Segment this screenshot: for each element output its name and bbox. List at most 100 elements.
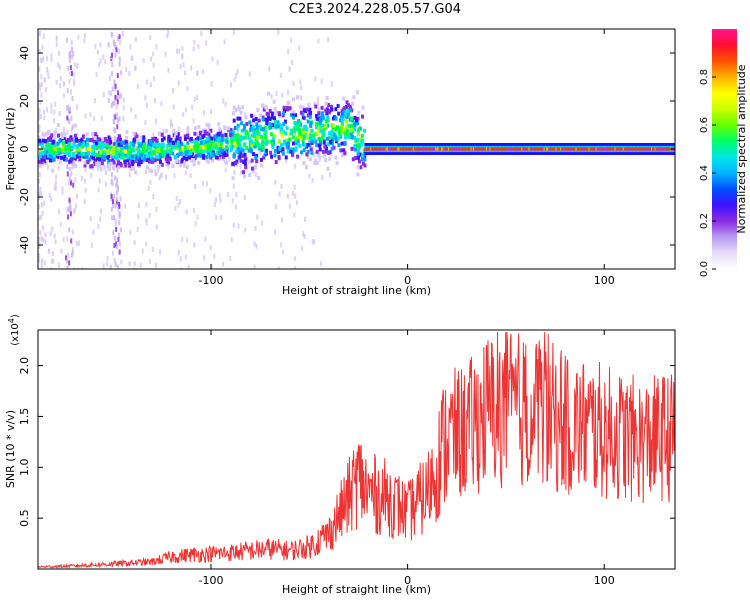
noise-cell [116, 133, 119, 139]
heat-cell [232, 105, 236, 110]
heat-cell [320, 111, 324, 116]
heat-cell [116, 137, 120, 142]
heat-cell [211, 151, 215, 156]
heat-cell [82, 141, 86, 146]
noise-cell [133, 239, 136, 245]
noise-cell [71, 250, 74, 256]
noise-cell [71, 163, 74, 169]
heat-cell [234, 143, 238, 148]
heat-cell [274, 160, 278, 165]
noise-cell [60, 248, 63, 254]
heat-cell [328, 131, 332, 136]
noise-cell [294, 163, 297, 169]
heat-cell [242, 160, 246, 165]
noise-cell [152, 62, 155, 68]
noise-cell [59, 75, 62, 81]
noise-cell [152, 75, 155, 81]
heat-cell [234, 107, 238, 112]
heat-cell [239, 138, 243, 143]
heat-cell [331, 123, 335, 128]
noise-cell [128, 70, 131, 76]
noise-cell [280, 184, 283, 190]
noise-cell [68, 57, 71, 63]
heat-cell [334, 155, 338, 160]
heat-cell [108, 144, 112, 149]
noise-cell [210, 109, 213, 115]
heat-cell [255, 129, 259, 134]
noise-cell [116, 124, 119, 130]
noise-cell [100, 208, 103, 214]
noise-cell [43, 115, 46, 121]
heat-cell [229, 146, 233, 151]
heat-cell [199, 140, 203, 145]
noise-cell [292, 190, 295, 196]
noise-cell [112, 126, 115, 132]
heat-cell [243, 142, 247, 147]
heat-cell [269, 150, 273, 155]
heat-cell [53, 131, 57, 136]
noise-cell [67, 107, 70, 113]
noise-cell [226, 191, 229, 197]
noise-cell [291, 60, 294, 66]
noise-cell [68, 227, 71, 233]
colorbar-label: Normalized spectral amplitude [735, 64, 748, 233]
heat-cell [232, 137, 236, 142]
noise-cell [230, 237, 233, 243]
colorbar-tick-label: 0.4 [699, 165, 710, 181]
heat-cell [219, 142, 223, 147]
x-axis-label: Height of straight line (km) [282, 583, 431, 596]
heat-cell [347, 124, 351, 129]
noise-cell [69, 211, 72, 217]
heat-cell [122, 164, 126, 169]
noise-cell [144, 95, 147, 101]
heat-cell [166, 153, 170, 158]
heat-cell [263, 125, 267, 130]
heat-cell [158, 159, 162, 164]
heat-cell [51, 157, 55, 162]
heat-cell [73, 157, 77, 162]
noise-cell [111, 198, 114, 204]
noise-cell [95, 71, 98, 77]
heat-cell [288, 137, 292, 142]
heat-cell [267, 91, 271, 96]
noise-cell [43, 109, 46, 115]
heat-cell [50, 148, 54, 153]
heat-cell [256, 140, 260, 145]
noise-cell [68, 106, 71, 112]
heat-cell [305, 165, 309, 170]
heat-cell [264, 135, 268, 140]
heat-cell [106, 164, 110, 169]
noise-cell [40, 236, 43, 242]
heat-cell [147, 151, 151, 156]
heat-cell [77, 144, 81, 149]
noise-cell [70, 46, 73, 52]
heat-cell [112, 162, 116, 167]
noise-cell [192, 46, 195, 52]
heat-cell [182, 156, 186, 161]
heat-cell [107, 167, 111, 172]
y-tick-label: 40 [18, 46, 31, 60]
heat-cell [300, 150, 304, 155]
noise-cell [112, 119, 115, 125]
heat-cell [56, 141, 60, 146]
heat-cell [102, 156, 106, 161]
heat-cell [123, 145, 127, 150]
heat-cell [41, 132, 45, 137]
noise-cell [46, 107, 49, 113]
noise-cell [210, 81, 213, 87]
noise-cell [54, 186, 57, 192]
noise-cell [67, 206, 70, 212]
heat-cell [176, 140, 180, 145]
noise-cell [68, 206, 71, 212]
heat-cell [95, 141, 99, 146]
heat-cell [357, 110, 361, 115]
heat-cell [296, 154, 300, 159]
noise-cell [66, 164, 69, 170]
heat-cell [145, 148, 149, 153]
noise-cell [119, 93, 122, 99]
heat-cell [213, 134, 217, 139]
noise-cell [117, 90, 120, 96]
heat-cell [315, 143, 319, 148]
heat-cell [224, 145, 228, 150]
noise-cell [43, 77, 46, 83]
